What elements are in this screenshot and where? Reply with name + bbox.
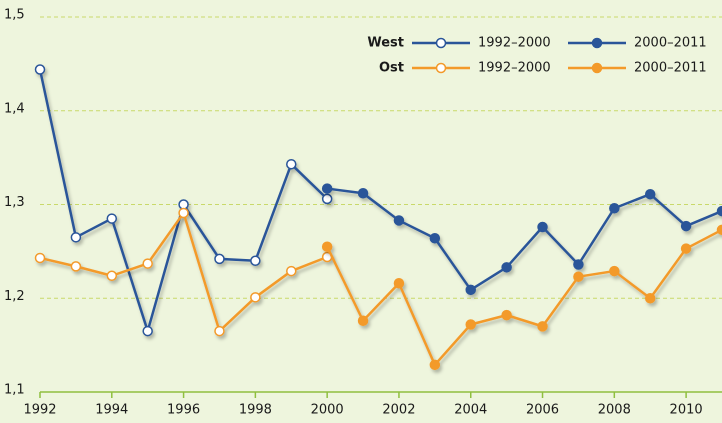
- point: [429, 233, 441, 244]
- series: [321, 183, 722, 296]
- y-tick-label: 1,1: [4, 383, 25, 398]
- x-tick-label: 1998: [239, 403, 272, 418]
- point: [680, 243, 692, 254]
- x-tick-label: 2004: [454, 403, 487, 418]
- point: [70, 261, 82, 272]
- x-tick-label: 1996: [167, 403, 200, 418]
- legend-marker: [591, 37, 603, 49]
- point: [34, 252, 46, 264]
- point: [573, 259, 584, 270]
- point: [716, 205, 722, 217]
- point: [142, 258, 153, 269]
- point: [609, 203, 620, 214]
- line: [326, 228, 722, 367]
- legend-marker: [591, 62, 603, 74]
- point: [644, 293, 656, 304]
- point: [357, 188, 369, 199]
- point: [250, 292, 261, 303]
- legend-group: Ost: [379, 61, 404, 76]
- point: [214, 253, 225, 265]
- point: [644, 188, 656, 200]
- point: [716, 224, 722, 236]
- point: [106, 213, 118, 224]
- point: [393, 215, 405, 226]
- point: [286, 158, 297, 170]
- series: [321, 224, 722, 371]
- legend-marker: [435, 62, 447, 74]
- y-tick-label: 1,5: [4, 8, 25, 23]
- y-tick-label: 1,4: [4, 101, 25, 116]
- x-tick-label: 2000: [311, 403, 344, 418]
- x-tick-label: 2010: [670, 403, 703, 418]
- legend-label: 1992–2000: [478, 36, 551, 51]
- point: [680, 220, 692, 232]
- point: [429, 359, 441, 371]
- line: [39, 211, 328, 333]
- x-tick-label: 1994: [95, 403, 128, 418]
- series: [34, 207, 333, 337]
- x-tick-label: 1992: [23, 403, 56, 418]
- point: [321, 241, 333, 252]
- point: [537, 321, 548, 332]
- point: [178, 199, 189, 210]
- point: [178, 207, 189, 219]
- point: [106, 270, 118, 281]
- y-tick-label: 1,3: [4, 195, 25, 210]
- legend-marker: [435, 37, 447, 49]
- legend-label: 2000–2011: [634, 36, 707, 51]
- point: [501, 262, 512, 273]
- point: [286, 265, 297, 277]
- point: [214, 325, 225, 337]
- point: [573, 271, 584, 282]
- x-tick-label: 2008: [598, 403, 631, 418]
- x-tick-label: 2006: [526, 403, 559, 418]
- series: [34, 64, 333, 337]
- point: [34, 64, 46, 75]
- point: [393, 278, 405, 289]
- point: [321, 193, 333, 205]
- point: [609, 265, 620, 277]
- point: [321, 183, 333, 194]
- point: [70, 232, 82, 243]
- x-tick-label: 2002: [382, 403, 415, 418]
- line: [326, 187, 722, 292]
- y-tick-label: 1,2: [4, 289, 25, 304]
- point: [501, 309, 512, 321]
- point: [465, 319, 476, 330]
- point: [537, 221, 548, 233]
- point: [465, 284, 476, 296]
- legend-label: 1992–2000: [478, 61, 551, 76]
- legend-label: 2000–2011: [634, 61, 707, 76]
- point: [357, 315, 369, 326]
- point: [142, 325, 153, 337]
- legend-group: West: [367, 36, 404, 51]
- point: [250, 255, 261, 266]
